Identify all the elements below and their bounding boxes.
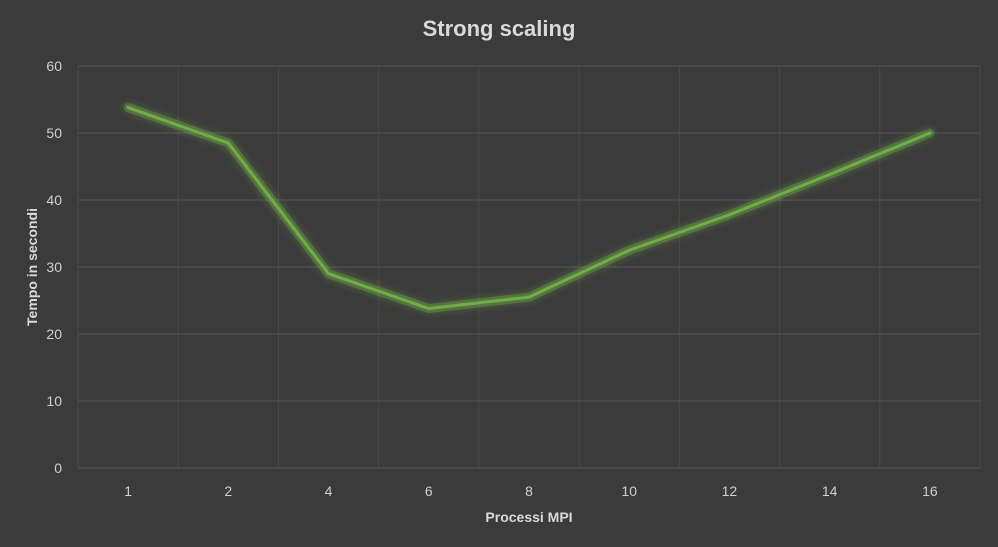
data-point — [126, 106, 130, 110]
x-tick-label: 8 — [525, 483, 533, 499]
y-tick-label: 40 — [46, 192, 62, 208]
y-tick-label: 20 — [46, 326, 62, 342]
x-tick-label: 16 — [922, 483, 938, 499]
x-tick-label: 14 — [822, 483, 838, 499]
series-line-glow — [123, 103, 935, 314]
y-tick-label: 30 — [46, 259, 62, 275]
chart-title: Strong scaling — [423, 16, 576, 41]
gridlines — [77, 65, 981, 469]
data-point — [226, 141, 230, 145]
data-point — [427, 307, 431, 311]
x-tick-label: 6 — [425, 483, 433, 499]
data-point — [327, 272, 331, 276]
data-point — [527, 295, 531, 299]
y-tick-label: 50 — [46, 125, 62, 141]
y-tick-label: 60 — [46, 58, 62, 74]
x-tick-label: 12 — [722, 483, 738, 499]
x-tick-label: 1 — [124, 483, 132, 499]
series-layer — [123, 103, 935, 314]
y-tick-labels: 0 10 20 30 40 50 60 — [46, 58, 62, 476]
series-line — [126, 106, 932, 311]
x-tick-label: 2 — [224, 483, 232, 499]
y-axis-title: Tempo in secondi — [24, 208, 40, 326]
x-tick-label: 10 — [621, 483, 637, 499]
x-axis-title: Processi MPI — [485, 509, 572, 525]
x-tick-labels: 1 2 4 6 8 10 12 14 16 — [124, 483, 938, 499]
y-tick-label: 10 — [46, 393, 62, 409]
y-tick-label: 0 — [54, 460, 62, 476]
data-point — [727, 213, 731, 217]
data-point — [627, 248, 631, 252]
data-point — [828, 173, 832, 177]
data-point — [928, 131, 932, 135]
x-tick-label: 4 — [325, 483, 333, 499]
